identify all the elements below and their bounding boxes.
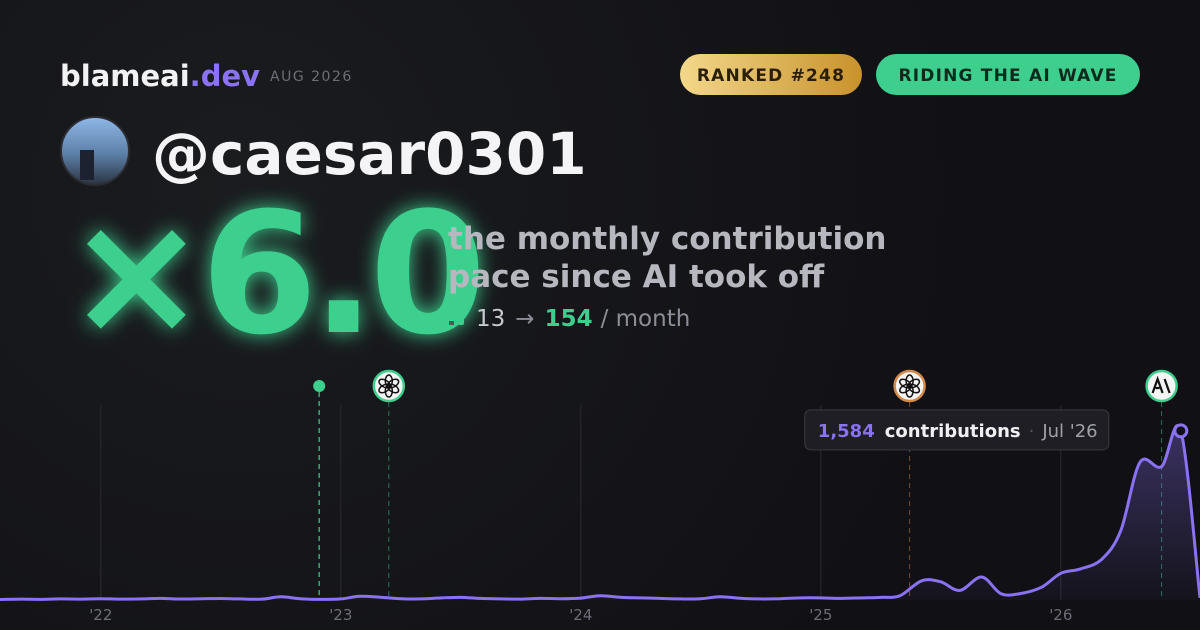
event-icon-petal [899,378,912,389]
highlight-point [1173,423,1189,439]
event-icon [372,369,406,403]
tooltip-sep: · [1029,421,1035,442]
x-tick-label: '23 [329,606,352,624]
x-tick-label: '22 [89,606,112,624]
wave-text: RIDING THE AI WAVE [898,66,1117,86]
chart: '22 '23 '24 '25 '26 1,584 contributions · Jul '2… [0,369,1200,624]
pace-icon [449,321,454,325]
brand-name: blameai [60,59,190,93]
tooltip-value: 1,584 [818,421,875,442]
event-icon [893,369,926,403]
brand-tld: .dev [190,59,260,93]
handle: @caesar0301 [152,120,587,188]
multiplier: ×6.0 [66,176,480,372]
pace-icon [458,308,464,325]
pace-after: 154 [545,306,593,332]
x-tick-label: '24 [569,606,592,624]
event-icon-petal [378,378,391,389]
tooltip-label: contributions [885,421,1021,442]
area [0,425,1200,600]
tooltip-text: 1,584 contributions · Jul '26 [818,421,1098,442]
wave-badge [876,54,1140,95]
event-icon-glyph [1151,375,1171,394]
tooltip [804,409,1110,451]
description-line: pace since AI took off [448,259,825,295]
pace: 13 → 154 / month [476,306,690,332]
pace-unit: / month [601,306,691,332]
rank-badge [680,54,862,95]
brand: blameai.dev [60,59,260,93]
rank-text: RANKED #248 [697,66,845,86]
pace-before: 13 [476,306,505,332]
event-dot [313,380,326,392]
line [0,424,1200,601]
date: AUG 2026 [270,69,353,85]
x-tick-label: '26 [1049,606,1072,624]
tooltip-date: Jul '26 [1041,421,1097,442]
avatar [60,116,130,186]
event-icon [1145,369,1178,403]
x-tick-label: '25 [809,606,832,624]
avatar-figure [80,150,94,180]
description-line: the monthly contribution [448,221,886,257]
pace-arrow: → [515,306,534,332]
